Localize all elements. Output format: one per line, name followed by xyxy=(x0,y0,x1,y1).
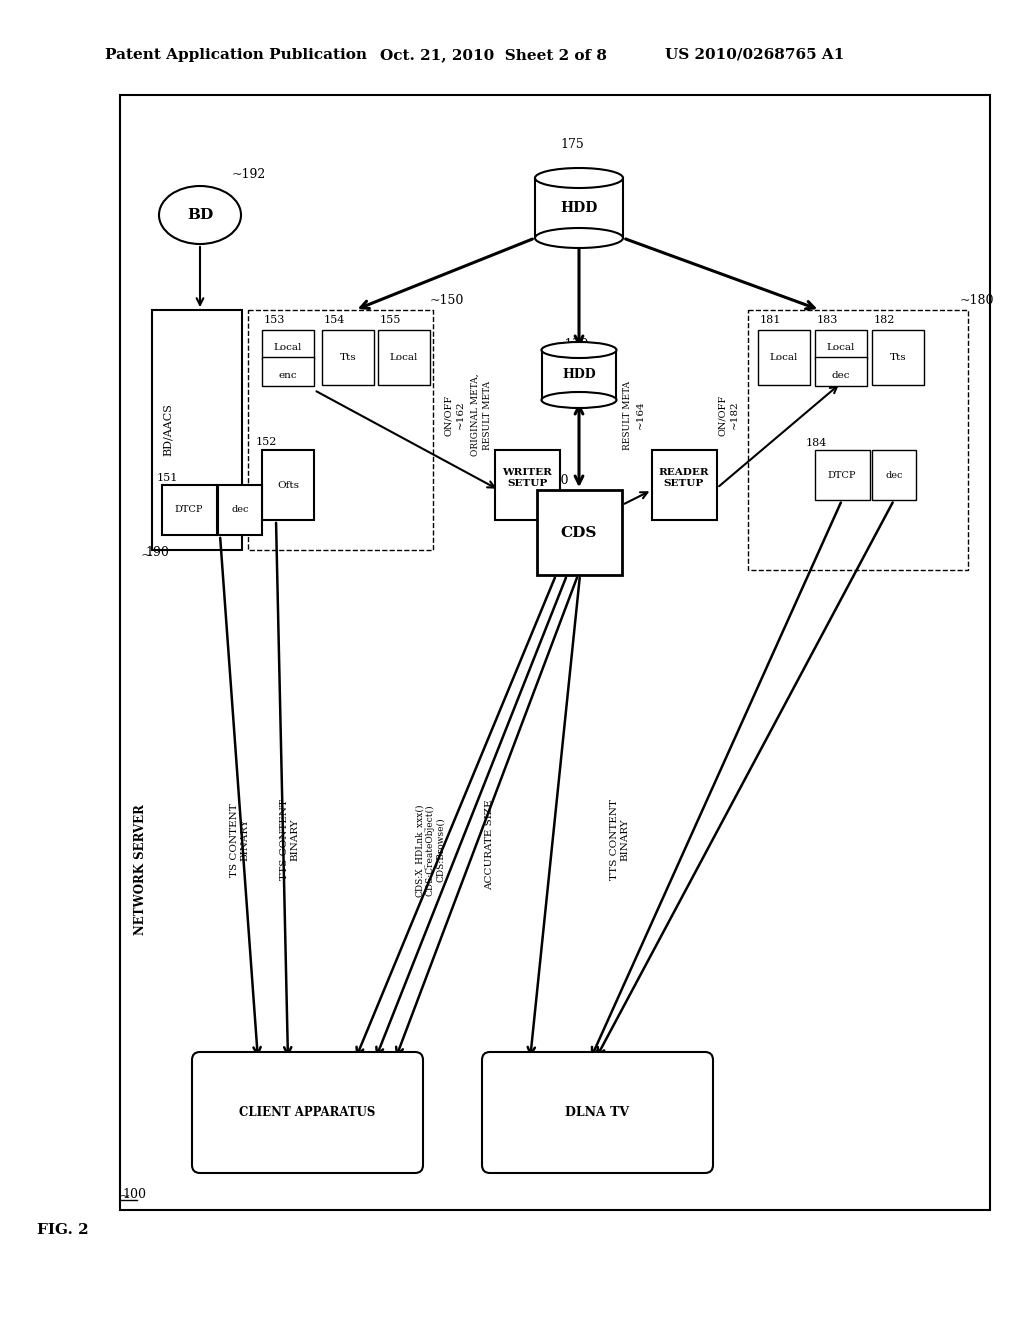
Text: WRITER
SETUP: WRITER SETUP xyxy=(502,469,552,487)
Text: 300: 300 xyxy=(490,1163,514,1176)
Text: 190: 190 xyxy=(145,546,169,560)
Bar xyxy=(542,350,617,400)
Text: BD/AACS: BD/AACS xyxy=(163,404,173,457)
Text: 155: 155 xyxy=(380,315,401,325)
Text: 181: 181 xyxy=(760,315,781,325)
Text: CDS:X_HDLnk_xxx()
CDS:CreateObject()
CDS:Browse(): CDS:X_HDLnk_xxx() CDS:CreateObject() CDS… xyxy=(415,804,445,896)
Text: NETWORK SERVER: NETWORK SERVER xyxy=(133,805,146,936)
FancyBboxPatch shape xyxy=(193,1052,423,1173)
Text: 182: 182 xyxy=(874,315,895,325)
Text: 153: 153 xyxy=(264,315,286,325)
Text: ~: ~ xyxy=(485,1166,497,1180)
Text: ON/OFF: ON/OFF xyxy=(443,395,453,436)
Text: ~150: ~150 xyxy=(430,294,464,308)
Text: HDD: HDD xyxy=(562,368,596,381)
Text: CDS: CDS xyxy=(561,525,597,540)
Bar xyxy=(652,450,717,520)
Bar xyxy=(152,310,242,550)
Text: ~: ~ xyxy=(140,549,152,564)
Bar xyxy=(758,330,810,385)
Text: ~: ~ xyxy=(118,1191,130,1204)
Text: ON/OFF: ON/OFF xyxy=(718,395,726,436)
Text: US 2010/0268765 A1: US 2010/0268765 A1 xyxy=(665,48,845,62)
Text: Tts: Tts xyxy=(340,352,356,362)
Text: 100: 100 xyxy=(122,1188,146,1201)
Bar xyxy=(248,310,433,550)
Text: 154: 154 xyxy=(324,315,345,325)
Text: 151: 151 xyxy=(157,473,178,483)
Bar xyxy=(378,330,430,385)
Text: HDD: HDD xyxy=(560,201,598,215)
Bar xyxy=(495,450,560,520)
Text: BD: BD xyxy=(186,209,213,222)
Text: READER
SETUP: READER SETUP xyxy=(658,469,710,487)
Ellipse shape xyxy=(542,342,616,358)
Text: ~170: ~170 xyxy=(555,338,590,351)
Text: dec: dec xyxy=(886,470,903,479)
Text: Local: Local xyxy=(826,343,855,352)
Text: FIG. 2: FIG. 2 xyxy=(37,1224,89,1237)
Bar xyxy=(815,356,867,385)
Text: Tts: Tts xyxy=(890,352,906,362)
Text: ACCURATE SIZE: ACCURATE SIZE xyxy=(485,800,495,890)
Text: Local: Local xyxy=(770,352,798,362)
Ellipse shape xyxy=(535,168,623,187)
Text: RESULT META: RESULT META xyxy=(482,380,492,450)
Ellipse shape xyxy=(535,228,623,248)
Text: DTCP: DTCP xyxy=(175,506,203,515)
Bar xyxy=(120,95,990,1210)
Bar xyxy=(748,310,968,570)
Bar xyxy=(322,330,374,385)
Text: 152: 152 xyxy=(256,437,278,447)
Ellipse shape xyxy=(159,186,241,244)
Text: CLIENT APPARATUS: CLIENT APPARATUS xyxy=(239,1106,375,1119)
Text: 175: 175 xyxy=(560,139,584,152)
Text: Oct. 21, 2010  Sheet 2 of 8: Oct. 21, 2010 Sheet 2 of 8 xyxy=(380,48,607,62)
Text: Ofts: Ofts xyxy=(278,480,299,490)
Text: dec: dec xyxy=(231,506,249,515)
Text: 200: 200 xyxy=(200,1163,224,1176)
Text: ~160: ~160 xyxy=(535,474,569,487)
Text: ~180: ~180 xyxy=(961,294,994,308)
Bar xyxy=(162,484,217,535)
Bar xyxy=(815,450,870,500)
Bar xyxy=(535,178,623,238)
Text: 184: 184 xyxy=(806,438,827,447)
Bar xyxy=(872,450,916,500)
Text: ~192: ~192 xyxy=(232,169,266,181)
Text: Patent Application Publication: Patent Application Publication xyxy=(105,48,367,62)
Text: 183: 183 xyxy=(817,315,839,325)
FancyBboxPatch shape xyxy=(482,1052,713,1173)
Text: ~182: ~182 xyxy=(729,401,738,429)
Text: DLNA TV: DLNA TV xyxy=(565,1106,629,1119)
Text: dec: dec xyxy=(831,371,850,380)
Bar xyxy=(537,490,622,576)
Ellipse shape xyxy=(542,392,616,408)
Bar xyxy=(262,450,314,520)
Text: DTCP: DTCP xyxy=(827,470,856,479)
Bar xyxy=(262,330,314,359)
Text: ORIGINAL META,: ORIGINAL META, xyxy=(470,374,479,457)
Text: ~162: ~162 xyxy=(456,401,465,429)
Text: RESULT META: RESULT META xyxy=(624,380,633,450)
Bar xyxy=(872,330,924,385)
Text: enc: enc xyxy=(279,371,297,380)
Text: TTS CONTENT
BINARY: TTS CONTENT BINARY xyxy=(281,800,300,880)
Text: Local: Local xyxy=(273,343,302,352)
Text: Local: Local xyxy=(390,352,418,362)
Text: ~164: ~164 xyxy=(636,401,644,429)
Text: ~: ~ xyxy=(195,1166,207,1180)
Bar xyxy=(815,330,867,359)
Text: TS CONTENT
BINARY: TS CONTENT BINARY xyxy=(230,803,250,876)
Bar xyxy=(262,356,314,385)
Bar xyxy=(218,484,262,535)
Text: TTS CONTENT
BINARY: TTS CONTENT BINARY xyxy=(610,800,630,880)
